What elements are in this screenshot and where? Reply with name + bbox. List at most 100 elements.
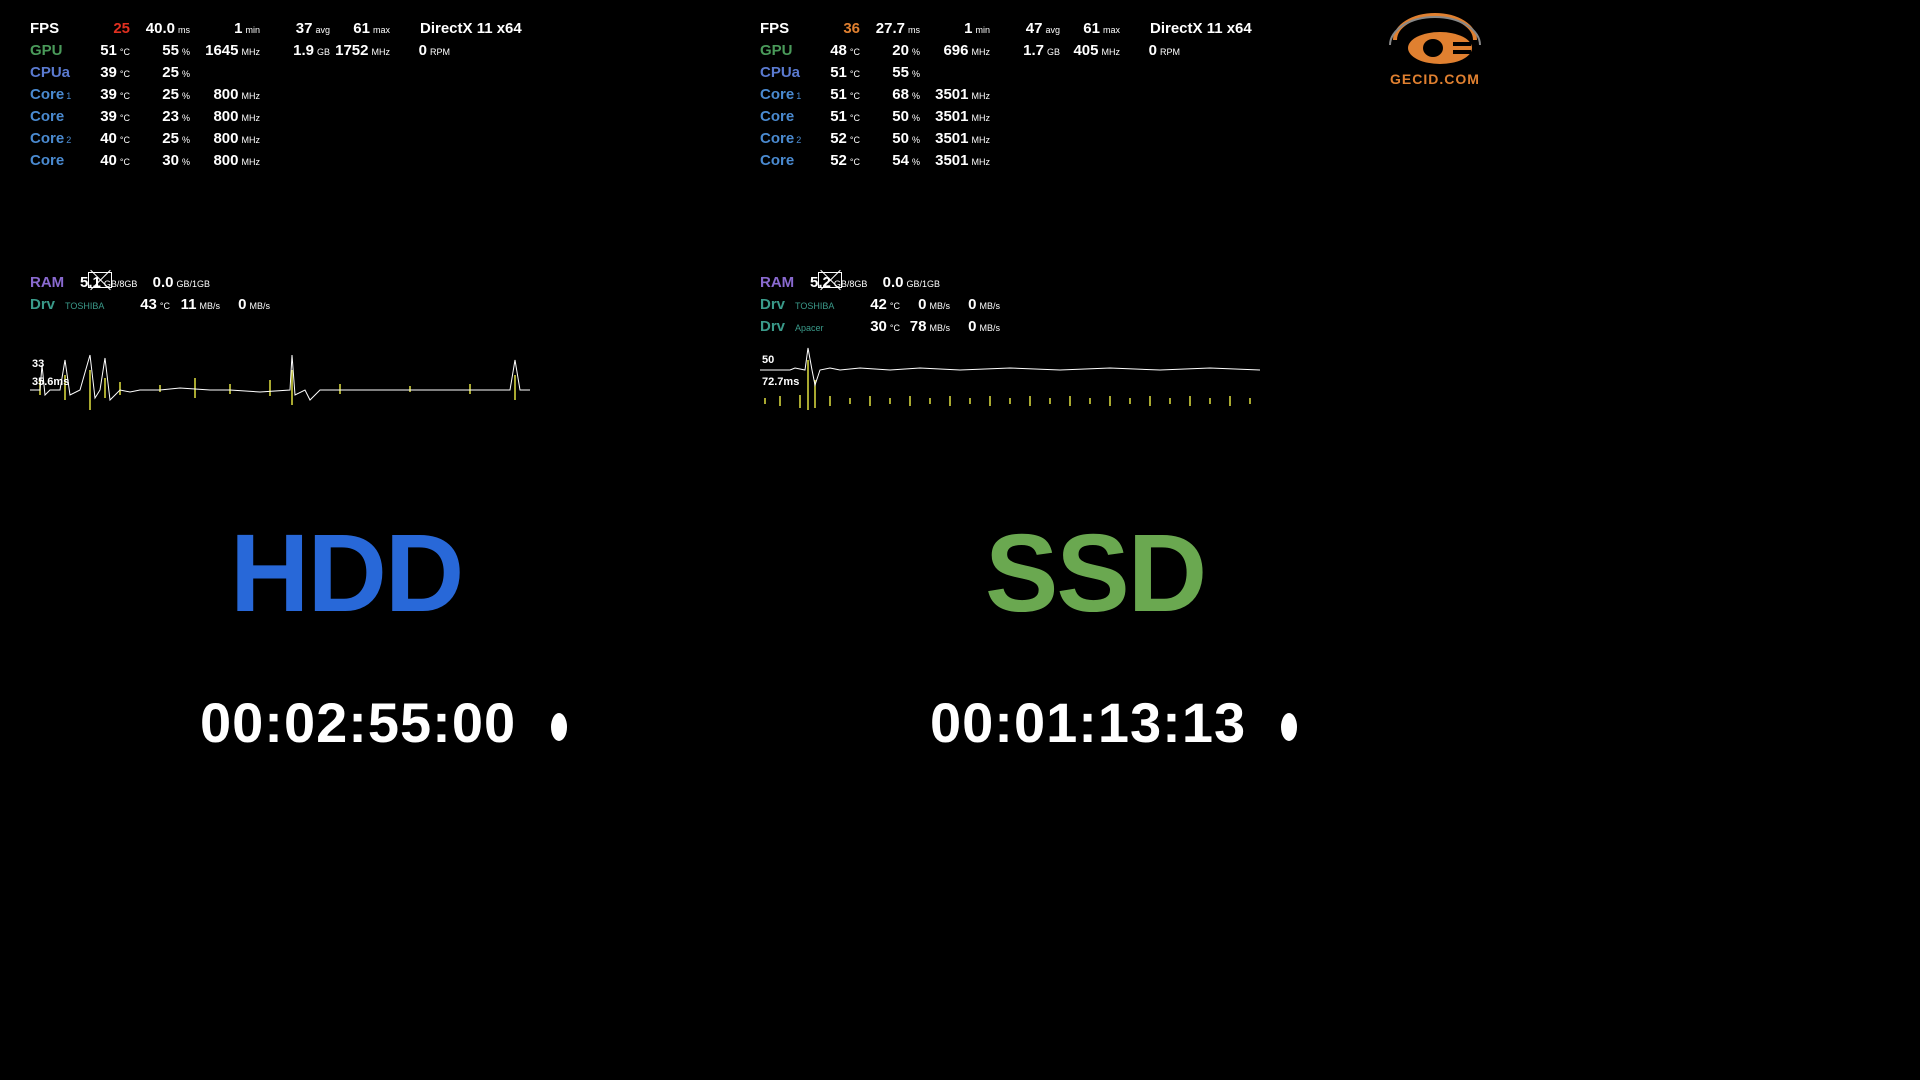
core-temp: 40°C (80, 130, 130, 147)
cpua-label: CPUa (760, 64, 810, 81)
core-load: 54% (860, 152, 920, 169)
drive-write: 0MB/s (950, 296, 1000, 313)
gpu-load: 55% (130, 42, 190, 59)
timer-value: 00:01:13:13 (930, 691, 1246, 754)
cpua-load: 55% (860, 64, 920, 81)
timer-value: 00:02:55:00 (200, 691, 516, 754)
gpu-fan: 0RPM (1120, 42, 1180, 59)
core-temp: 39°C (80, 86, 130, 103)
core-clk: 800MHz (190, 152, 260, 169)
gpu-memclk: 405MHz (1060, 42, 1120, 59)
core-load: 30% (130, 152, 190, 169)
fps-max: 61max (330, 20, 390, 37)
core-temp: 52°C (810, 130, 860, 147)
cores-container-left: Core139°C25%800MHzCore39°C23%800MHzCore2… (30, 86, 750, 174)
ram-row: RAM 5.2GB/8GB 0.0GB/1GB (760, 274, 1480, 296)
gpu-fan: 0RPM (390, 42, 450, 59)
fps-avg: 47avg (990, 20, 1060, 37)
gpu-temp: 51°C (80, 42, 130, 59)
core-row: Core52°C54%3501MHz (760, 152, 1480, 174)
core-clk: 3501MHz (920, 152, 990, 169)
fps-label: FPS (760, 20, 810, 37)
core-label: Core (760, 108, 810, 125)
core-load: 23% (130, 108, 190, 125)
cpua-temp: 39°C (80, 64, 130, 81)
frametime-chart-left: 33 35.6ms (30, 340, 530, 420)
ram-swap: 0.0GB/1GB (120, 274, 210, 291)
frametime-chart-right: 50 72.7ms (760, 340, 1260, 420)
timer-right: 00:01:13:13 (930, 690, 1297, 755)
core-label: Core1 (30, 86, 80, 103)
gpu-memclk: 1752MHz (330, 42, 390, 59)
drive-row: DrvApacer30°C78MB/s0MB/s (760, 318, 1480, 340)
chart-ms-label: 72.7ms (762, 376, 799, 388)
gpu-label: GPU (30, 42, 80, 59)
core-row: Core240°C25%800MHz (30, 130, 750, 152)
drives-container-right: DrvTOSHIBA42°C0MB/s0MB/sDrvApacer30°C78M… (760, 296, 1480, 340)
drive-temp: 30°C (855, 318, 900, 335)
drives-container-left: DrvTOSHIBA43°C11MB/s0MB/s (30, 296, 750, 318)
gpu-temp: 48°C (810, 42, 860, 59)
api-label: DirectX 11 x64 (420, 20, 522, 37)
fps-current: 25 (80, 20, 130, 37)
cpua-load: 25% (130, 64, 190, 81)
core-label: Core2 (760, 130, 810, 147)
core-row: Core139°C25%800MHz (30, 86, 750, 108)
core-row: Core151°C68%3501MHz (760, 86, 1480, 108)
core-temp: 39°C (80, 108, 130, 125)
gpu-row: GPU 51°C 55% 1645MHz 1.9GB 1752MHz 0RPM (30, 42, 750, 64)
chart-fps-label: 33 (32, 358, 44, 370)
core-temp: 51°C (810, 86, 860, 103)
ram-used: 5.2GB/8GB (810, 274, 850, 291)
drive-name: Apacer (795, 323, 855, 333)
drive-temp: 43°C (125, 296, 170, 313)
drive-row: DrvTOSHIBA42°C0MB/s0MB/s (760, 296, 1480, 318)
core-load: 50% (860, 108, 920, 125)
core-clk: 3501MHz (920, 86, 990, 103)
drive-label: Drv (760, 296, 790, 313)
chart-ms-label: 35.6ms (32, 376, 69, 388)
record-icon (1281, 713, 1297, 741)
core-row: Core40°C30%800MHz (30, 152, 750, 174)
hdd-title: HDD (230, 510, 462, 637)
fps-min: 1min (920, 20, 990, 37)
drive-name: TOSHIBA (65, 301, 125, 311)
core-load: 68% (860, 86, 920, 103)
core-clk: 3501MHz (920, 108, 990, 125)
core-clk: 800MHz (190, 108, 260, 125)
fps-max: 61max (1060, 20, 1120, 37)
fps-ms: 40.0ms (130, 20, 190, 37)
drive-read: 78MB/s (900, 318, 950, 335)
chart-fps-label: 50 (762, 354, 774, 366)
fps-ms: 27.7ms (860, 20, 920, 37)
drive-label: Drv (760, 318, 790, 335)
gpu-load: 20% (860, 42, 920, 59)
core-load: 25% (130, 86, 190, 103)
core-label: Core1 (760, 86, 810, 103)
ram-row: RAM 5.1GB/8GB 0.0GB/1GB (30, 274, 750, 296)
brand-logo: GECID.COM (1370, 10, 1500, 87)
core-label: Core (760, 152, 810, 169)
fps-current: 36 (810, 20, 860, 37)
core-label: Core2 (30, 130, 80, 147)
core-temp: 51°C (810, 108, 860, 125)
cpua-row: CPUa 39°C 25% (30, 64, 750, 86)
fps-min: 1min (190, 20, 260, 37)
ram-used: 5.1GB/8GB (80, 274, 120, 291)
gpu-core: 1645MHz (190, 42, 260, 59)
brand-name: GECID.COM (1370, 71, 1500, 87)
core-clk: 3501MHz (920, 130, 990, 147)
gpu-label: GPU (760, 42, 810, 59)
ssd-title: SSD (985, 510, 1205, 637)
drive-read: 0MB/s (900, 296, 950, 313)
fps-label: FPS (30, 20, 80, 37)
fps-avg: 37avg (260, 20, 330, 37)
core-label: Core (30, 152, 80, 169)
drive-label: Drv (30, 296, 60, 313)
drive-name: TOSHIBA (795, 301, 855, 311)
api-label: DirectX 11 x64 (1150, 20, 1252, 37)
core-load: 50% (860, 130, 920, 147)
ram-label: RAM (30, 274, 80, 291)
core-clk: 800MHz (190, 130, 260, 147)
core-load: 25% (130, 130, 190, 147)
